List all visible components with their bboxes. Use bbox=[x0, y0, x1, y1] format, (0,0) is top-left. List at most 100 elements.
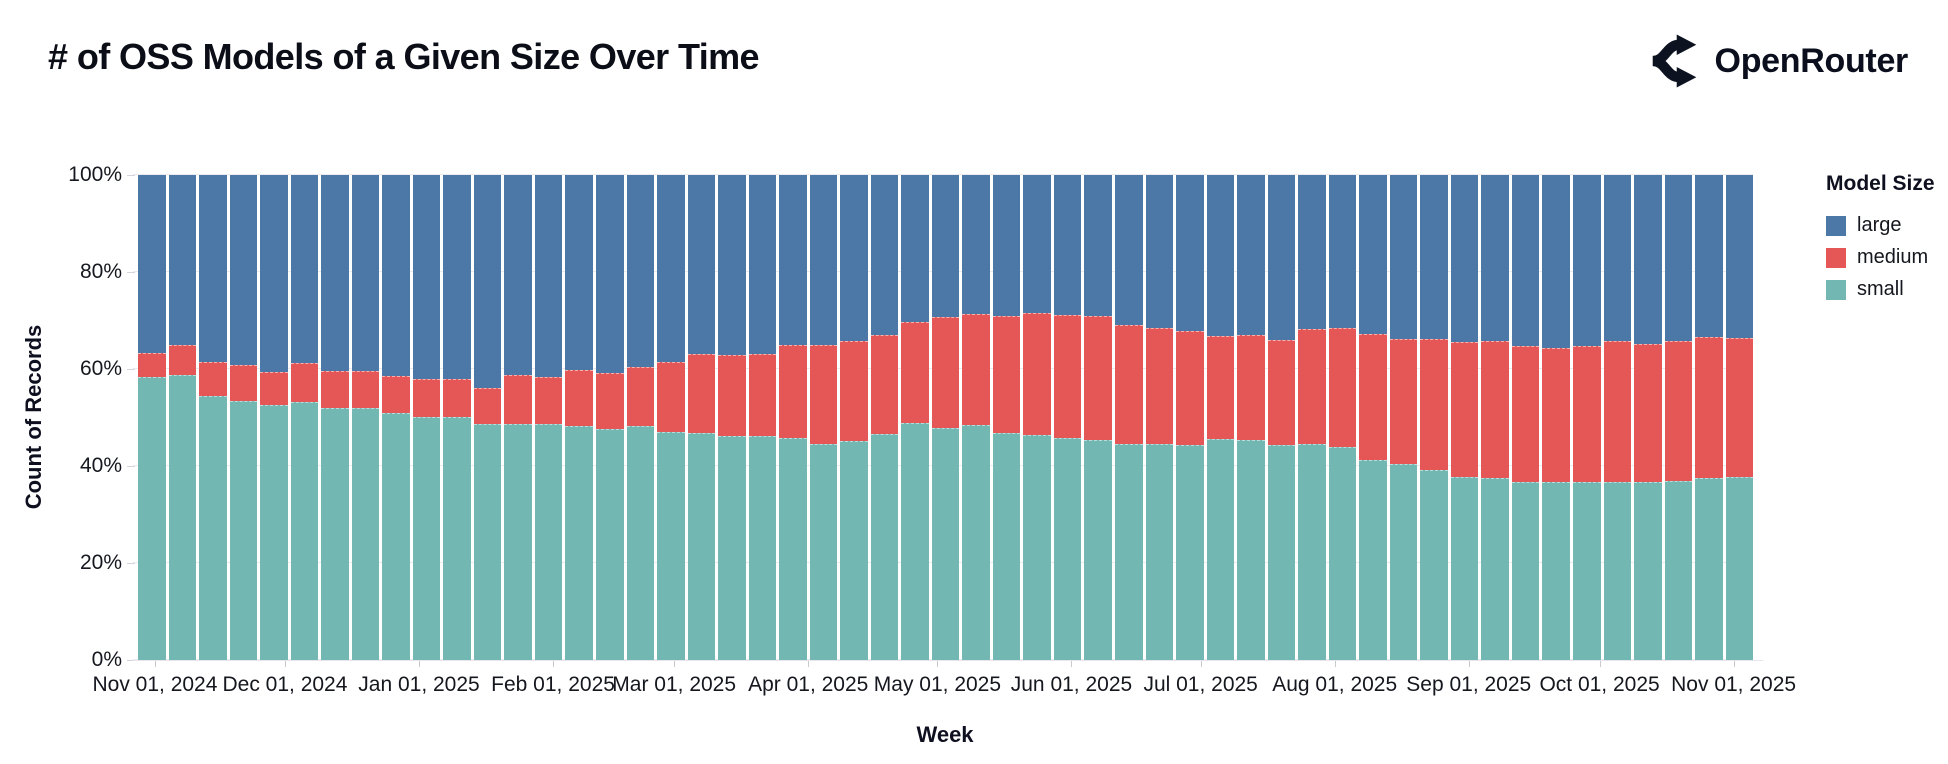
bar-segment-small[interactable] bbox=[1511, 481, 1540, 660]
openrouter-brand[interactable]: OpenRouter bbox=[1649, 32, 1908, 90]
bar-segment-large[interactable] bbox=[626, 175, 655, 367]
bar-segment-large[interactable] bbox=[962, 175, 990, 315]
bar-segment-medium[interactable] bbox=[1237, 334, 1265, 441]
bar-segment-small[interactable] bbox=[1206, 439, 1235, 660]
bar-segment-small[interactable] bbox=[1359, 459, 1387, 660]
bar-segment-medium[interactable] bbox=[931, 317, 960, 429]
bar-segment-large[interactable] bbox=[809, 175, 838, 346]
bar-segment-large[interactable] bbox=[229, 175, 258, 366]
bar-segment-small[interactable] bbox=[1389, 463, 1418, 660]
bar-segment-medium[interactable] bbox=[1359, 333, 1387, 460]
bar-segment-small[interactable] bbox=[1328, 446, 1357, 660]
bar-segment-medium[interactable] bbox=[351, 371, 380, 408]
bar-segment-small[interactable] bbox=[1053, 437, 1082, 660]
bar-segment-medium[interactable] bbox=[962, 314, 990, 426]
bar-segment-large[interactable] bbox=[1603, 175, 1632, 341]
bar-segment-medium[interactable] bbox=[687, 354, 716, 434]
bar-segment-small[interactable] bbox=[443, 416, 471, 660]
bar-segment-medium[interactable] bbox=[870, 334, 899, 435]
bar-segment-large[interactable] bbox=[1359, 175, 1387, 334]
bar-segment-medium[interactable] bbox=[1542, 347, 1570, 483]
bar-segment-small[interactable] bbox=[138, 376, 166, 660]
bar-segment-large[interactable] bbox=[992, 175, 1021, 317]
bar-segment-large[interactable] bbox=[901, 175, 929, 323]
bar-segment-small[interactable] bbox=[382, 413, 410, 660]
bar-segment-small[interactable] bbox=[1267, 445, 1296, 660]
bar-segment-large[interactable] bbox=[1328, 175, 1357, 329]
bar-segment-small[interactable] bbox=[199, 395, 227, 660]
bar-segment-large[interactable] bbox=[1176, 175, 1204, 331]
bar-segment-medium[interactable] bbox=[1176, 330, 1204, 446]
bar-segment-large[interactable] bbox=[657, 175, 685, 362]
bar-segment-small[interactable] bbox=[1450, 476, 1479, 660]
bar-segment-medium[interactable] bbox=[260, 372, 288, 405]
bar-segment-large[interactable] bbox=[1542, 174, 1570, 348]
bar-segment-small[interactable] bbox=[687, 433, 716, 660]
bar-segment-medium[interactable] bbox=[718, 355, 746, 436]
bar-segment-large[interactable] bbox=[1084, 175, 1112, 317]
bar-segment-medium[interactable] bbox=[534, 377, 563, 425]
bar-segment-small[interactable] bbox=[809, 443, 838, 660]
bar-segment-large[interactable] bbox=[138, 175, 166, 353]
bar-segment-small[interactable] bbox=[1695, 478, 1723, 660]
bar-segment-small[interactable] bbox=[1725, 477, 1754, 660]
bar-segment-medium[interactable] bbox=[504, 375, 532, 425]
bar-segment-medium[interactable] bbox=[1145, 328, 1174, 444]
bar-segment-small[interactable] bbox=[1115, 444, 1143, 660]
bar-segment-small[interactable] bbox=[1298, 444, 1326, 660]
bar-segment-large[interactable] bbox=[1053, 175, 1082, 315]
bar-segment-large[interactable] bbox=[290, 175, 319, 363]
bar-segment-small[interactable] bbox=[229, 401, 258, 660]
bar-segment-small[interactable] bbox=[779, 438, 807, 660]
bar-segment-medium[interactable] bbox=[382, 376, 410, 414]
bar-segment-small[interactable] bbox=[992, 433, 1021, 660]
bar-segment-small[interactable] bbox=[260, 404, 288, 660]
bar-segment-small[interactable] bbox=[1420, 469, 1448, 660]
bar-segment-small[interactable] bbox=[1176, 445, 1204, 660]
bar-segment-medium[interactable] bbox=[290, 362, 319, 403]
bar-segment-large[interactable] bbox=[718, 175, 746, 356]
bar-segment-medium[interactable] bbox=[1572, 345, 1601, 482]
bar-segment-small[interactable] bbox=[1023, 434, 1051, 660]
bar-segment-medium[interactable] bbox=[1481, 340, 1509, 479]
bar-segment-large[interactable] bbox=[1420, 175, 1448, 340]
bar-segment-large[interactable] bbox=[1695, 175, 1723, 337]
bar-segment-small[interactable] bbox=[1572, 481, 1601, 660]
bar-segment-large[interactable] bbox=[504, 174, 532, 376]
bar-segment-large[interactable] bbox=[1145, 175, 1174, 329]
bar-segment-large[interactable] bbox=[1725, 175, 1754, 339]
bar-segment-large[interactable] bbox=[1206, 175, 1235, 336]
bar-segment-medium[interactable] bbox=[1420, 339, 1448, 470]
bar-segment-medium[interactable] bbox=[657, 361, 685, 432]
bar-segment-medium[interactable] bbox=[779, 345, 807, 439]
bar-segment-medium[interactable] bbox=[473, 387, 502, 425]
bar-segment-small[interactable] bbox=[840, 441, 868, 660]
bar-segment-small[interactable] bbox=[626, 425, 655, 660]
bar-segment-medium[interactable] bbox=[992, 316, 1021, 434]
bar-segment-large[interactable] bbox=[1511, 175, 1540, 346]
bar-segment-large[interactable] bbox=[168, 175, 197, 346]
bar-segment-large[interactable] bbox=[199, 175, 227, 362]
bar-segment-medium[interactable] bbox=[1664, 340, 1693, 481]
bar-segment-medium[interactable] bbox=[1695, 336, 1723, 479]
bar-segment-small[interactable] bbox=[1237, 440, 1265, 660]
bar-segment-large[interactable] bbox=[1450, 175, 1479, 342]
bar-segment-large[interactable] bbox=[1023, 175, 1051, 314]
bar-segment-large[interactable] bbox=[779, 175, 807, 346]
bar-segment-medium[interactable] bbox=[1328, 328, 1357, 447]
bar-segment-small[interactable] bbox=[534, 424, 563, 660]
bar-segment-small[interactable] bbox=[504, 424, 532, 660]
bar-segment-small[interactable] bbox=[290, 402, 319, 660]
bar-segment-small[interactable] bbox=[1084, 440, 1112, 660]
bar-segment-medium[interactable] bbox=[321, 371, 349, 408]
bar-segment-large[interactable] bbox=[1115, 175, 1143, 325]
bar-segment-large[interactable] bbox=[443, 175, 471, 379]
bar-segment-medium[interactable] bbox=[626, 366, 655, 426]
bar-segment-medium[interactable] bbox=[840, 340, 868, 442]
bar-segment-medium[interactable] bbox=[1084, 316, 1112, 441]
bar-segment-small[interactable] bbox=[168, 374, 197, 660]
bar-segment-large[interactable] bbox=[1389, 175, 1418, 340]
bar-segment-medium[interactable] bbox=[1634, 343, 1662, 482]
bar-segment-large[interactable] bbox=[748, 175, 777, 355]
bar-segment-medium[interactable] bbox=[748, 354, 777, 436]
